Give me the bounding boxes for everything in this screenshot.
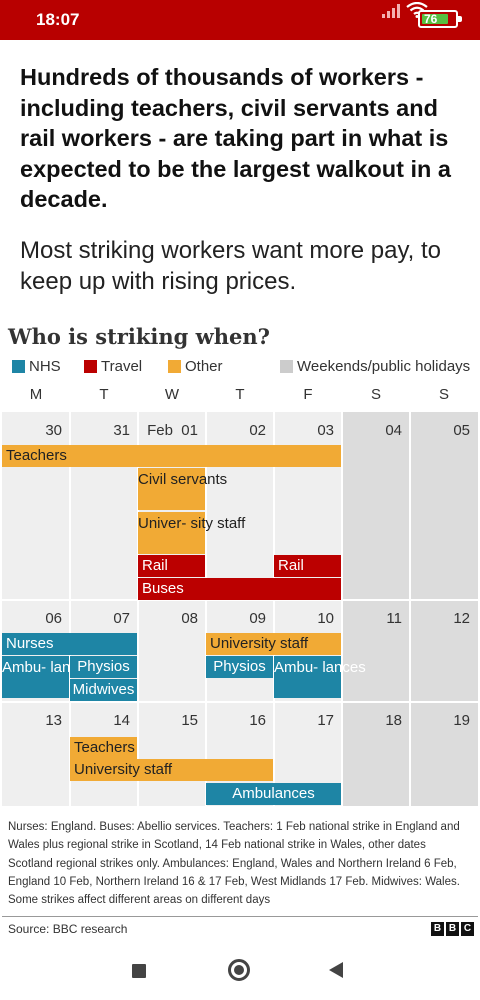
strike-bar-rail: Rail xyxy=(274,555,341,577)
bbc-logo: B B C xyxy=(431,922,474,936)
strike-bar-rail: Rail xyxy=(138,555,205,577)
status-bar: 18:07 76 xyxy=(0,0,480,40)
strike-bar-university-staff: Univer- sity staff xyxy=(138,512,245,554)
legend-weekends: Weekends/public holidays xyxy=(280,358,470,375)
strike-bar-buses: Buses xyxy=(138,578,341,600)
date-cell: 15 xyxy=(181,712,198,729)
strike-bar-midwives: Midwives xyxy=(70,679,137,701)
legend-swatch xyxy=(12,360,25,373)
graphic-notes: Nurses: England. Buses: Abellio services… xyxy=(8,821,460,907)
date-cell: 19 xyxy=(453,712,470,729)
date-cell: 07 xyxy=(113,610,130,627)
date-cell: 06 xyxy=(45,610,62,627)
legend-swatch xyxy=(168,360,181,373)
strike-bar-nurses: Nurses xyxy=(2,633,137,655)
strike-bar-ambulances: Ambu- lances xyxy=(2,656,94,698)
legend: NHS Travel Other Weekends/public holiday… xyxy=(12,358,480,378)
legend-other: Other xyxy=(168,358,223,375)
date-cell: 14 xyxy=(113,712,130,729)
strike-calendar: 30 31 Feb 01 02 03 04 05 Teachers Civil … xyxy=(2,412,478,806)
date-cell: 18 xyxy=(385,712,402,729)
date-cell: 02 xyxy=(249,422,266,439)
strike-bar-civil-servants: Civil servants xyxy=(138,468,227,510)
article-paragraph: Most striking workers want more pay, to … xyxy=(20,237,442,295)
back-icon[interactable] xyxy=(329,962,343,978)
strike-bar-physios: Physios xyxy=(70,656,137,678)
weekday-wed: W xyxy=(164,386,180,403)
legend-travel: Travel xyxy=(84,358,142,375)
date-cell: 11 xyxy=(386,610,402,627)
battery-level: 76 xyxy=(424,12,438,26)
clock: 18:07 xyxy=(36,10,80,29)
legend-label: Other xyxy=(185,358,223,375)
date-cell: Feb 01 xyxy=(147,422,198,439)
legend-swatch xyxy=(280,360,293,373)
date-cell: 04 xyxy=(385,422,402,439)
article-headline: Hundreds of thousands of workers - inclu… xyxy=(20,64,451,212)
wifi-icon xyxy=(406,2,428,18)
date-cell: 17 xyxy=(317,712,334,729)
home-icon[interactable] xyxy=(228,959,250,981)
date-cell: 16 xyxy=(249,712,266,729)
strike-bar-university-staff: University staff xyxy=(70,759,273,781)
strike-bar-ambulances: Ambulances xyxy=(206,783,341,805)
date-cell: 30 xyxy=(45,422,62,439)
date-cell: 09 xyxy=(249,610,266,627)
date-cell: 05 xyxy=(453,422,470,439)
divider xyxy=(2,916,478,917)
legend-label: Travel xyxy=(101,358,143,375)
legend-label: Weekends/public holidays xyxy=(297,358,471,375)
weekend-column xyxy=(410,412,478,806)
date-cell: 03 xyxy=(317,422,334,439)
date-cell: 10 xyxy=(317,610,334,627)
recents-icon[interactable] xyxy=(132,964,146,978)
weekend-column xyxy=(342,412,410,806)
strike-bar-university-staff: University staff xyxy=(206,633,341,655)
date-cell: 13 xyxy=(45,712,62,729)
strike-bar-teachers: Teachers xyxy=(2,445,341,467)
strike-bar-teachers: Teachers xyxy=(70,737,137,759)
strike-bar-ambulances: Ambu- lances xyxy=(274,656,366,698)
date-cell: 31 xyxy=(113,422,130,439)
source-credit: Source: BBC research xyxy=(8,922,128,936)
battery-icon: 76 xyxy=(418,10,462,28)
weekday-thu: T xyxy=(235,386,245,403)
bbc-logo-letter: C xyxy=(461,922,474,936)
legend-label: NHS xyxy=(29,358,61,375)
date-cell: 08 xyxy=(181,610,198,627)
strike-bar-physios: Physios xyxy=(206,656,273,678)
bbc-logo-letter: B xyxy=(446,922,459,936)
navigation-bar xyxy=(0,942,480,1000)
legend-swatch xyxy=(84,360,97,373)
bbc-logo-letter: B xyxy=(431,922,444,936)
weekday-tue: T xyxy=(99,386,109,403)
legend-nhs: NHS xyxy=(12,358,61,375)
weekday-sun: S xyxy=(438,386,449,403)
weekday-sat: S xyxy=(370,386,381,403)
weekday-fri: F xyxy=(303,386,313,403)
signal-icon xyxy=(382,4,402,18)
graphic-title: Who is striking when? xyxy=(8,324,270,349)
weekday-mon: M xyxy=(29,386,43,403)
date-cell: 12 xyxy=(453,610,470,627)
